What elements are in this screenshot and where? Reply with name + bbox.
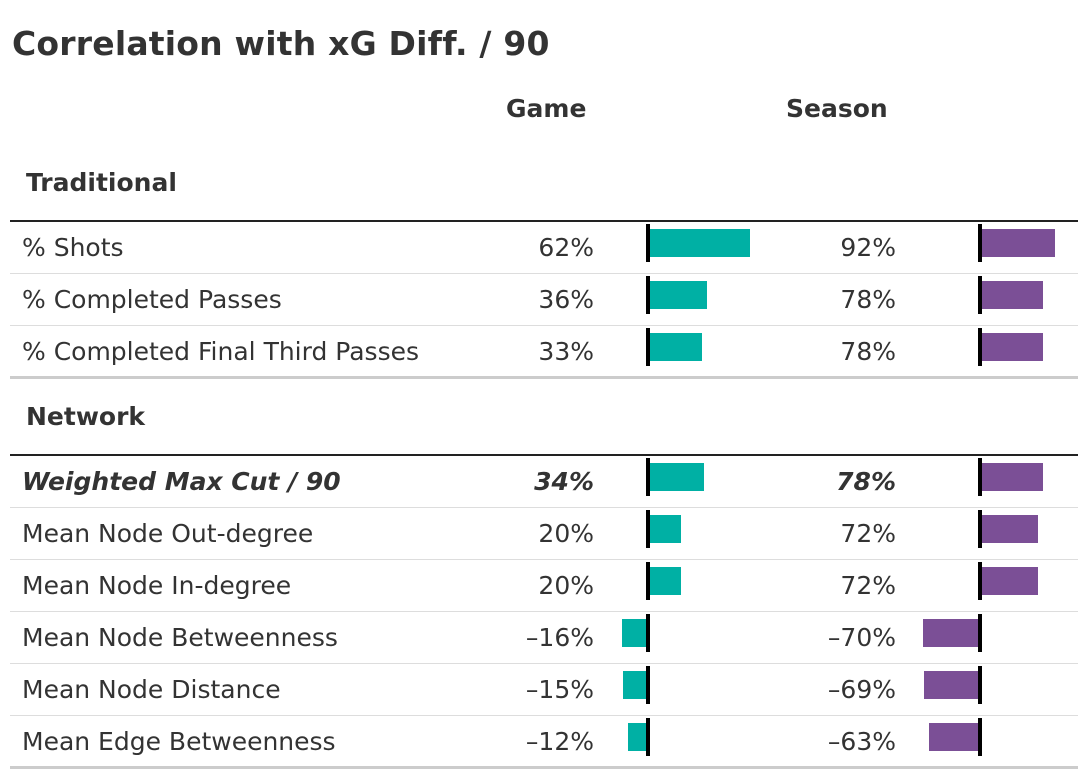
season-zero-line — [978, 666, 982, 704]
game-value: 20% — [538, 519, 594, 548]
game-zero-line — [646, 562, 650, 600]
game-value: –15% — [525, 675, 594, 704]
season-value: –70% — [827, 623, 896, 652]
table-row: Mean Node Out-degree 20% 72% — [0, 508, 1088, 560]
season-bar — [980, 333, 1044, 361]
season-bar — [980, 463, 1044, 491]
metric-label: Mean Edge Betweenness — [22, 727, 336, 756]
game-value: 20% — [538, 571, 594, 600]
game-zero-line — [646, 666, 650, 704]
metric-label: % Shots — [22, 233, 124, 262]
table-row: Mean Edge Betweenness –12% –63% — [0, 716, 1088, 768]
game-bar — [648, 281, 708, 309]
metric-label: Weighted Max Cut / 90 — [22, 467, 341, 496]
group-header: Network — [26, 402, 146, 431]
game-value: 34% — [534, 467, 594, 496]
game-bar — [648, 567, 681, 595]
game-bar — [648, 515, 681, 543]
row-separator — [10, 715, 1078, 716]
season-bar — [928, 723, 980, 751]
table-row: Mean Node Betweenness –16% –70% — [0, 612, 1088, 664]
table-row: % Completed Final Third Passes 33% 78% — [0, 326, 1088, 378]
season-value: –63% — [827, 727, 896, 756]
game-bar — [648, 333, 703, 361]
row-separator — [10, 559, 1078, 560]
game-zero-line — [646, 328, 650, 366]
season-zero-line — [978, 614, 982, 652]
metric-label: Mean Node Distance — [22, 675, 281, 704]
game-zero-line — [646, 276, 650, 314]
season-bar — [980, 281, 1044, 309]
season-zero-line — [978, 510, 982, 548]
game-value: –16% — [525, 623, 594, 652]
game-zero-line — [646, 458, 650, 496]
game-zero-line — [646, 224, 650, 262]
row-separator — [10, 325, 1078, 326]
season-bar — [924, 671, 980, 699]
group-header: Traditional — [26, 168, 177, 197]
season-zero-line — [978, 328, 982, 366]
season-value: 78% — [840, 285, 896, 314]
season-bar — [980, 515, 1039, 543]
game-bar — [621, 619, 648, 647]
season-zero-line — [978, 562, 982, 600]
metric-label: Mean Node Betweenness — [22, 623, 338, 652]
table-row: % Shots 62% 92% — [0, 222, 1088, 274]
season-zero-line — [978, 718, 982, 756]
season-bar — [923, 619, 980, 647]
metric-label: % Completed Passes — [22, 285, 282, 314]
season-value: –69% — [827, 675, 896, 704]
season-value: 72% — [840, 571, 896, 600]
group-bottom-rule — [10, 376, 1078, 379]
game-bar — [623, 671, 648, 699]
game-zero-line — [646, 718, 650, 756]
season-value: 72% — [840, 519, 896, 548]
group-bottom-rule — [10, 766, 1078, 769]
row-separator — [10, 611, 1078, 612]
column-header-game: Game — [506, 94, 587, 123]
table-row: % Completed Passes 36% 78% — [0, 274, 1088, 326]
row-separator — [10, 273, 1078, 274]
season-zero-line — [978, 458, 982, 496]
game-value: 62% — [538, 233, 594, 262]
chart-title: Correlation with xG Diff. / 90 — [12, 24, 550, 63]
game-zero-line — [646, 510, 650, 548]
season-zero-line — [978, 276, 982, 314]
game-value: 36% — [538, 285, 594, 314]
game-bar — [648, 229, 751, 257]
season-bar — [980, 567, 1039, 595]
metric-label: Mean Node In-degree — [22, 571, 292, 600]
table-row: Weighted Max Cut / 90 34% 78% — [0, 456, 1088, 508]
season-value: 78% — [840, 337, 896, 366]
table-row: Mean Node Distance –15% –69% — [0, 664, 1088, 716]
metric-label: Mean Node Out-degree — [22, 519, 314, 548]
group-top-rule — [10, 220, 1078, 222]
table-row: Mean Node In-degree 20% 72% — [0, 560, 1088, 612]
season-bar — [980, 229, 1055, 257]
season-value: 92% — [840, 233, 896, 262]
game-value: 33% — [538, 337, 594, 366]
game-value: –12% — [525, 727, 594, 756]
row-separator — [10, 507, 1078, 508]
game-bar — [628, 723, 648, 751]
group-top-rule — [10, 454, 1078, 456]
metric-label: % Completed Final Third Passes — [22, 337, 420, 366]
season-zero-line — [978, 224, 982, 262]
game-bar — [648, 463, 705, 491]
season-value: 78% — [836, 467, 896, 496]
row-separator — [10, 663, 1078, 664]
column-header-season: Season — [786, 94, 888, 123]
game-zero-line — [646, 614, 650, 652]
